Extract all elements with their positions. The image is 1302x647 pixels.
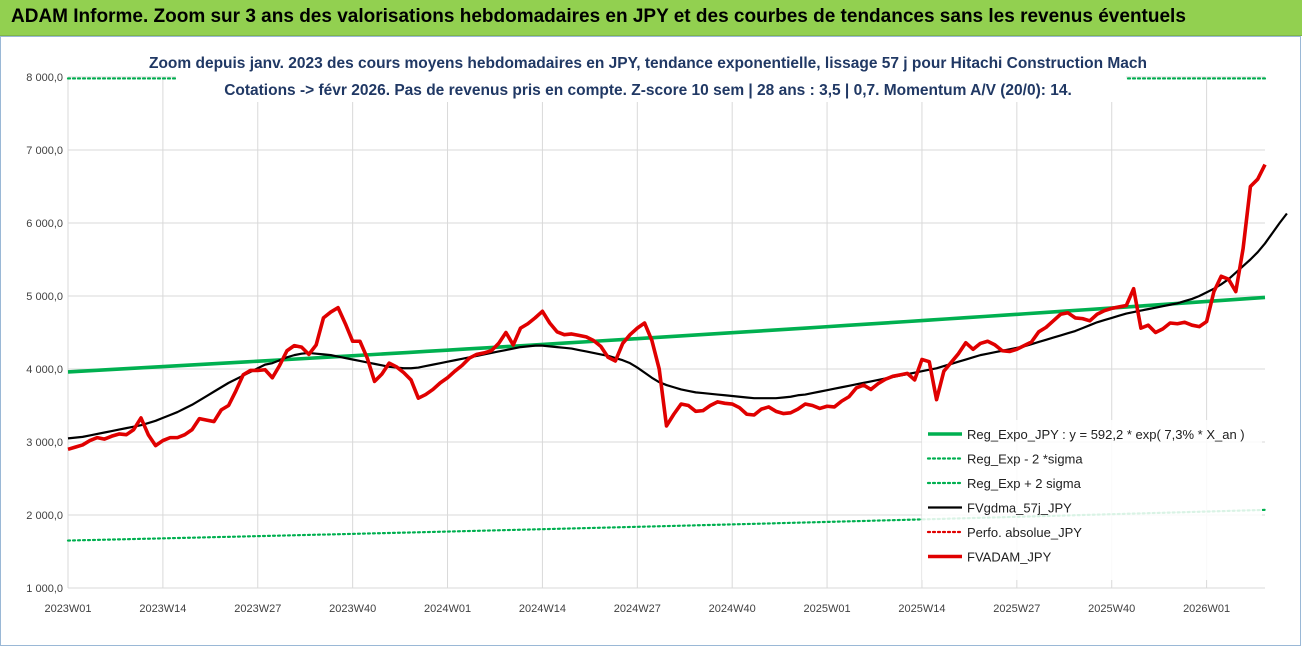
x-tick-label: 2025W40 — [1088, 603, 1135, 615]
y-tick-label: 5 000,0 — [26, 291, 63, 303]
x-tick-label: 2024W01 — [424, 603, 471, 615]
x-tick-label: 2025W14 — [898, 603, 945, 615]
legend-label: FVgdma_57j_JPY — [967, 501, 1072, 516]
chart-title-line2: Cotations -> févr 2026. Pas de revenus p… — [224, 82, 1072, 99]
y-tick-label: 6 000,0 — [26, 218, 63, 230]
y-tick-label: 3 000,0 — [26, 437, 63, 449]
x-tick-label: 2025W01 — [804, 603, 851, 615]
x-tick-label: 2025W27 — [993, 603, 1040, 615]
legend-label: FVADAM_JPY — [967, 550, 1052, 565]
x-tick-label: 2026W01 — [1183, 603, 1230, 615]
legend-background — [922, 420, 1262, 580]
x-tick-label: 2023W01 — [44, 603, 91, 615]
series-line-reg-expo-jpy — [67, 295, 1266, 374]
report-banner-title: ADAM Informe. Zoom sur 3 ans des valoris… — [11, 6, 1186, 27]
legend: Reg_Expo_JPY : y = 592,2 * exp( 7,3% * X… — [922, 420, 1262, 580]
chart-title-line1: Zoom depuis janv. 2023 des cours moyens … — [149, 55, 1147, 72]
y-tick-label: 2 000,0 — [26, 510, 63, 522]
legend-label: Reg_Exp + 2 sigma — [967, 476, 1082, 491]
report-banner: ADAM Informe. Zoom sur 3 ans des valoris… — [0, 0, 1302, 36]
series-line-fvgdma-57j-jpy — [67, 212, 1288, 440]
x-axis-ticks: 2023W01 2023W14 2023W27 2023W40 2024W01 2024W… — [44, 603, 1230, 615]
x-tick-label: 2024W40 — [709, 603, 756, 615]
x-tick-label: 2024W27 — [614, 603, 661, 615]
y-tick-label: 4 000,0 — [26, 364, 63, 376]
x-tick-label: 2023W40 — [329, 603, 376, 615]
series-line-fvadam-jpy — [67, 163, 1267, 452]
legend-label: Reg_Exp - 2 *sigma — [967, 452, 1083, 467]
x-tick-label: 2023W14 — [139, 603, 186, 615]
chart-title-background — [176, 48, 1126, 102]
chart-frame — [0, 36, 1301, 646]
x-tick-label: 2024W14 — [519, 603, 566, 615]
legend-label: Reg_Expo_JPY : y = 592,2 * exp( 7,3% * X… — [967, 427, 1245, 442]
y-tick-label: 7 000,0 — [26, 145, 63, 157]
y-axis-ticks: 1 000,0 2 000,0 3 000,0 4 000,0 5 000,0 6 000… — [26, 72, 63, 595]
x-tick-label: 2023W27 — [234, 603, 281, 615]
y-tick-label: 1 000,0 — [26, 583, 63, 595]
legend-label: Perfo. absolue_JPY — [967, 525, 1082, 540]
y-tick-label: 8 000,0 — [26, 72, 63, 84]
